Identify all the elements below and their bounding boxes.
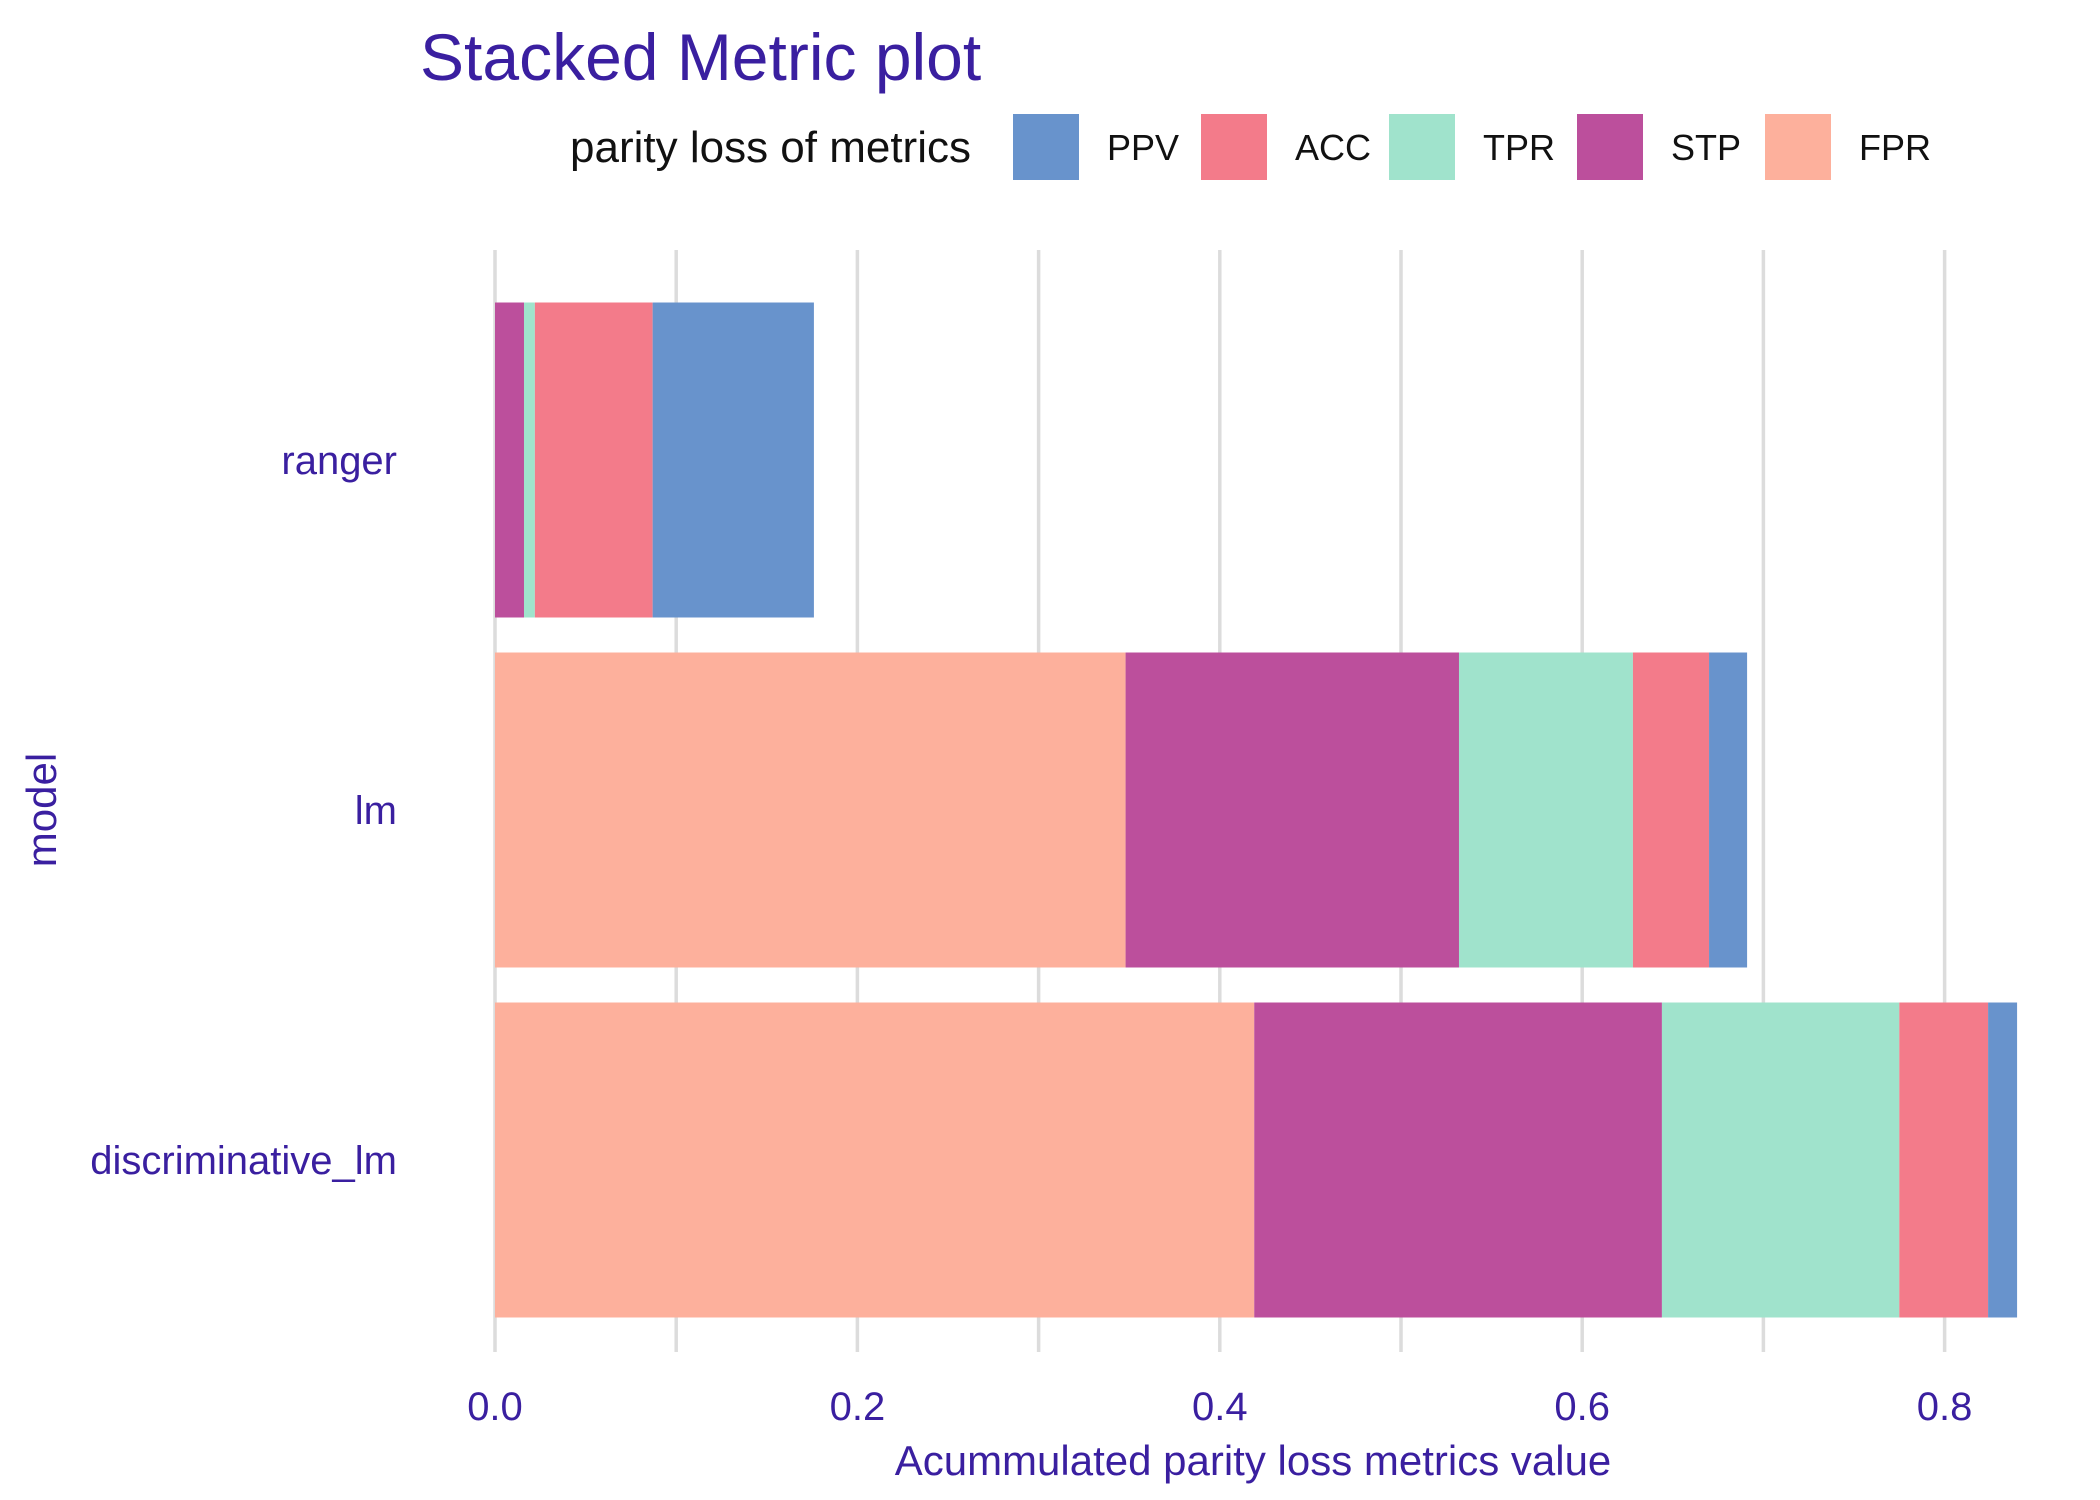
legend-swatch-stp [1577, 114, 1643, 180]
bar-lm-fpr [495, 652, 1126, 968]
bar-lm-ppv [1709, 652, 1748, 968]
legend-label-acc: ACC [1295, 127, 1371, 168]
bar-ranger-ppv [652, 302, 814, 618]
y-tick-label-discriminative-lm: discriminative_lm [90, 1139, 397, 1183]
chart-title: Stacked Metric plot [420, 20, 981, 94]
legend-swatch-fpr [1765, 114, 1831, 180]
y-tick-label-lm: lm [355, 789, 397, 833]
bar-ranger-tpr [523, 302, 535, 618]
bar-ranger-stp [495, 302, 524, 618]
y-axis-label: model [18, 753, 65, 867]
legend: parity loss of metrics PPV ACC TPR STP FPR [570, 114, 1931, 180]
legend-swatch-tpr [1389, 114, 1455, 180]
x-tick-label-0-2: 0.2 [830, 1385, 886, 1429]
x-tick-label-0-6: 0.6 [1554, 1385, 1610, 1429]
bar-lm-tpr [1458, 652, 1633, 968]
bar-discriminative-lm-fpr [495, 1002, 1255, 1318]
legend-label-fpr: FPR [1859, 127, 1931, 168]
legend-title: parity loss of metrics [570, 123, 971, 172]
legend-label-tpr: TPR [1483, 127, 1555, 168]
legend-swatch-ppv [1013, 114, 1079, 180]
bar-discriminative-lm-tpr [1661, 1002, 1900, 1318]
bar-discriminative-lm-ppv [1988, 1002, 2018, 1318]
bar-lm-acc [1632, 652, 1710, 968]
x-axis-ticks: 0.0 0.2 0.4 0.6 0.8 [467, 1385, 1972, 1429]
x-tick-label-0-0: 0.0 [467, 1385, 523, 1429]
legend-swatch-acc [1201, 114, 1267, 180]
legend-label-stp: STP [1671, 127, 1741, 168]
x-axis-label: Acummulated parity loss metrics value [895, 1437, 1612, 1484]
y-axis-ticks: ranger lm discriminative_lm [90, 439, 397, 1183]
y-tick-label-ranger: ranger [281, 439, 397, 483]
bar-lm-stp [1125, 652, 1459, 968]
bar-ranger-acc [534, 302, 653, 618]
bar-discriminative-lm-stp [1254, 1002, 1662, 1318]
legend-label-ppv: PPV [1107, 127, 1179, 168]
x-tick-label-0-8: 0.8 [1917, 1385, 1973, 1429]
bars [495, 302, 2018, 1318]
bar-discriminative-lm-acc [1899, 1002, 1989, 1318]
x-tick-label-0-4: 0.4 [1192, 1385, 1248, 1429]
